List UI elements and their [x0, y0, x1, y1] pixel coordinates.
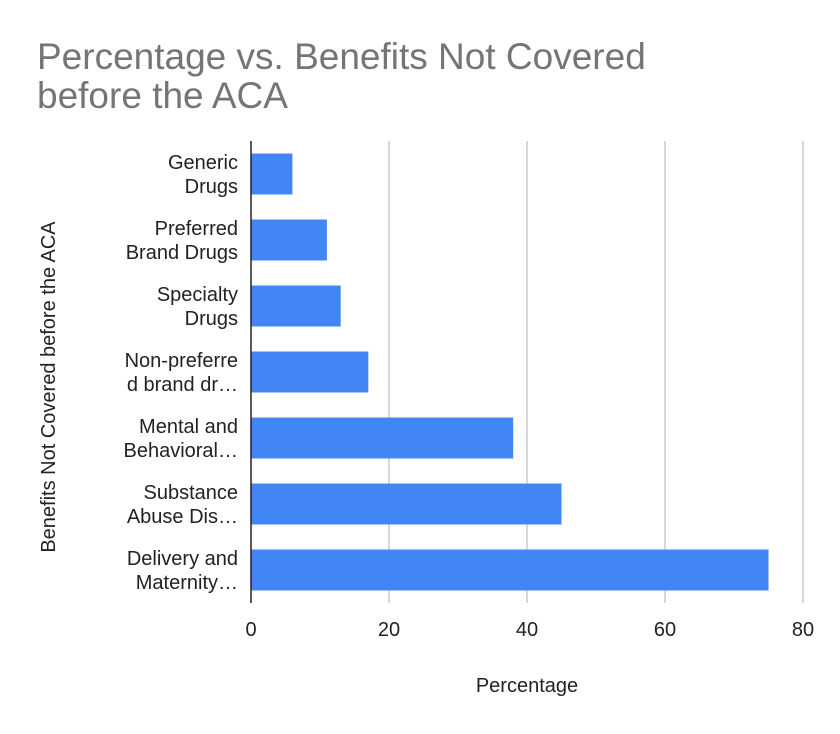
- chart-title: Percentage vs. Benefits Not Covered befo…: [37, 36, 646, 116]
- bar-4: [251, 417, 514, 459]
- bar-3: [251, 351, 369, 393]
- category-label-1-line-0: Preferred: [155, 218, 238, 240]
- category-label-5-line-0: Substance: [143, 482, 238, 504]
- x-tick-label-0: 0: [245, 619, 256, 641]
- category-label-0-line-0: Generic: [168, 152, 238, 174]
- category-label-1-line-1: Brand Drugs: [126, 242, 238, 264]
- category-label-5-line-1: Abuse Dis…: [127, 506, 238, 528]
- x-tick-label-60: 60: [654, 619, 676, 641]
- category-label-3-line-1: d brand dr…: [127, 374, 238, 396]
- x-tick-label-20: 20: [378, 619, 400, 641]
- bar-0: [251, 153, 293, 195]
- x-tick-label-40: 40: [516, 619, 538, 641]
- category-label-2-line-1: Drugs: [185, 308, 238, 330]
- gridlines: [388, 141, 804, 603]
- category-label-4-line-1: Behavioral…: [123, 440, 238, 462]
- x-tick-labels: 0 20 40 60 80: [245, 619, 814, 641]
- bar-6: [251, 549, 769, 591]
- category-label-2-line-0: Specialty: [157, 284, 238, 306]
- bar-2: [251, 285, 341, 327]
- bar-1: [251, 219, 327, 261]
- x-tick-label-80: 80: [792, 619, 814, 641]
- category-label-4-line-0: Mental and: [139, 416, 238, 438]
- category-label-0-line-1: Drugs: [185, 176, 238, 198]
- x-axis-title: Percentage: [476, 675, 578, 697]
- chart-title-line-2: before the ACA: [37, 75, 288, 116]
- bar-5: [251, 483, 562, 525]
- category-label-6-line-0: Delivery and: [127, 548, 238, 570]
- y-axis-title: Benefits Not Covered before the ACA: [38, 221, 60, 553]
- chart-title-line-1: Percentage vs. Benefits Not Covered: [37, 36, 646, 77]
- category-label-3-line-0: Non-preferre: [125, 350, 238, 372]
- category-label-6-line-1: Maternity…: [136, 572, 238, 594]
- bars: [251, 153, 769, 591]
